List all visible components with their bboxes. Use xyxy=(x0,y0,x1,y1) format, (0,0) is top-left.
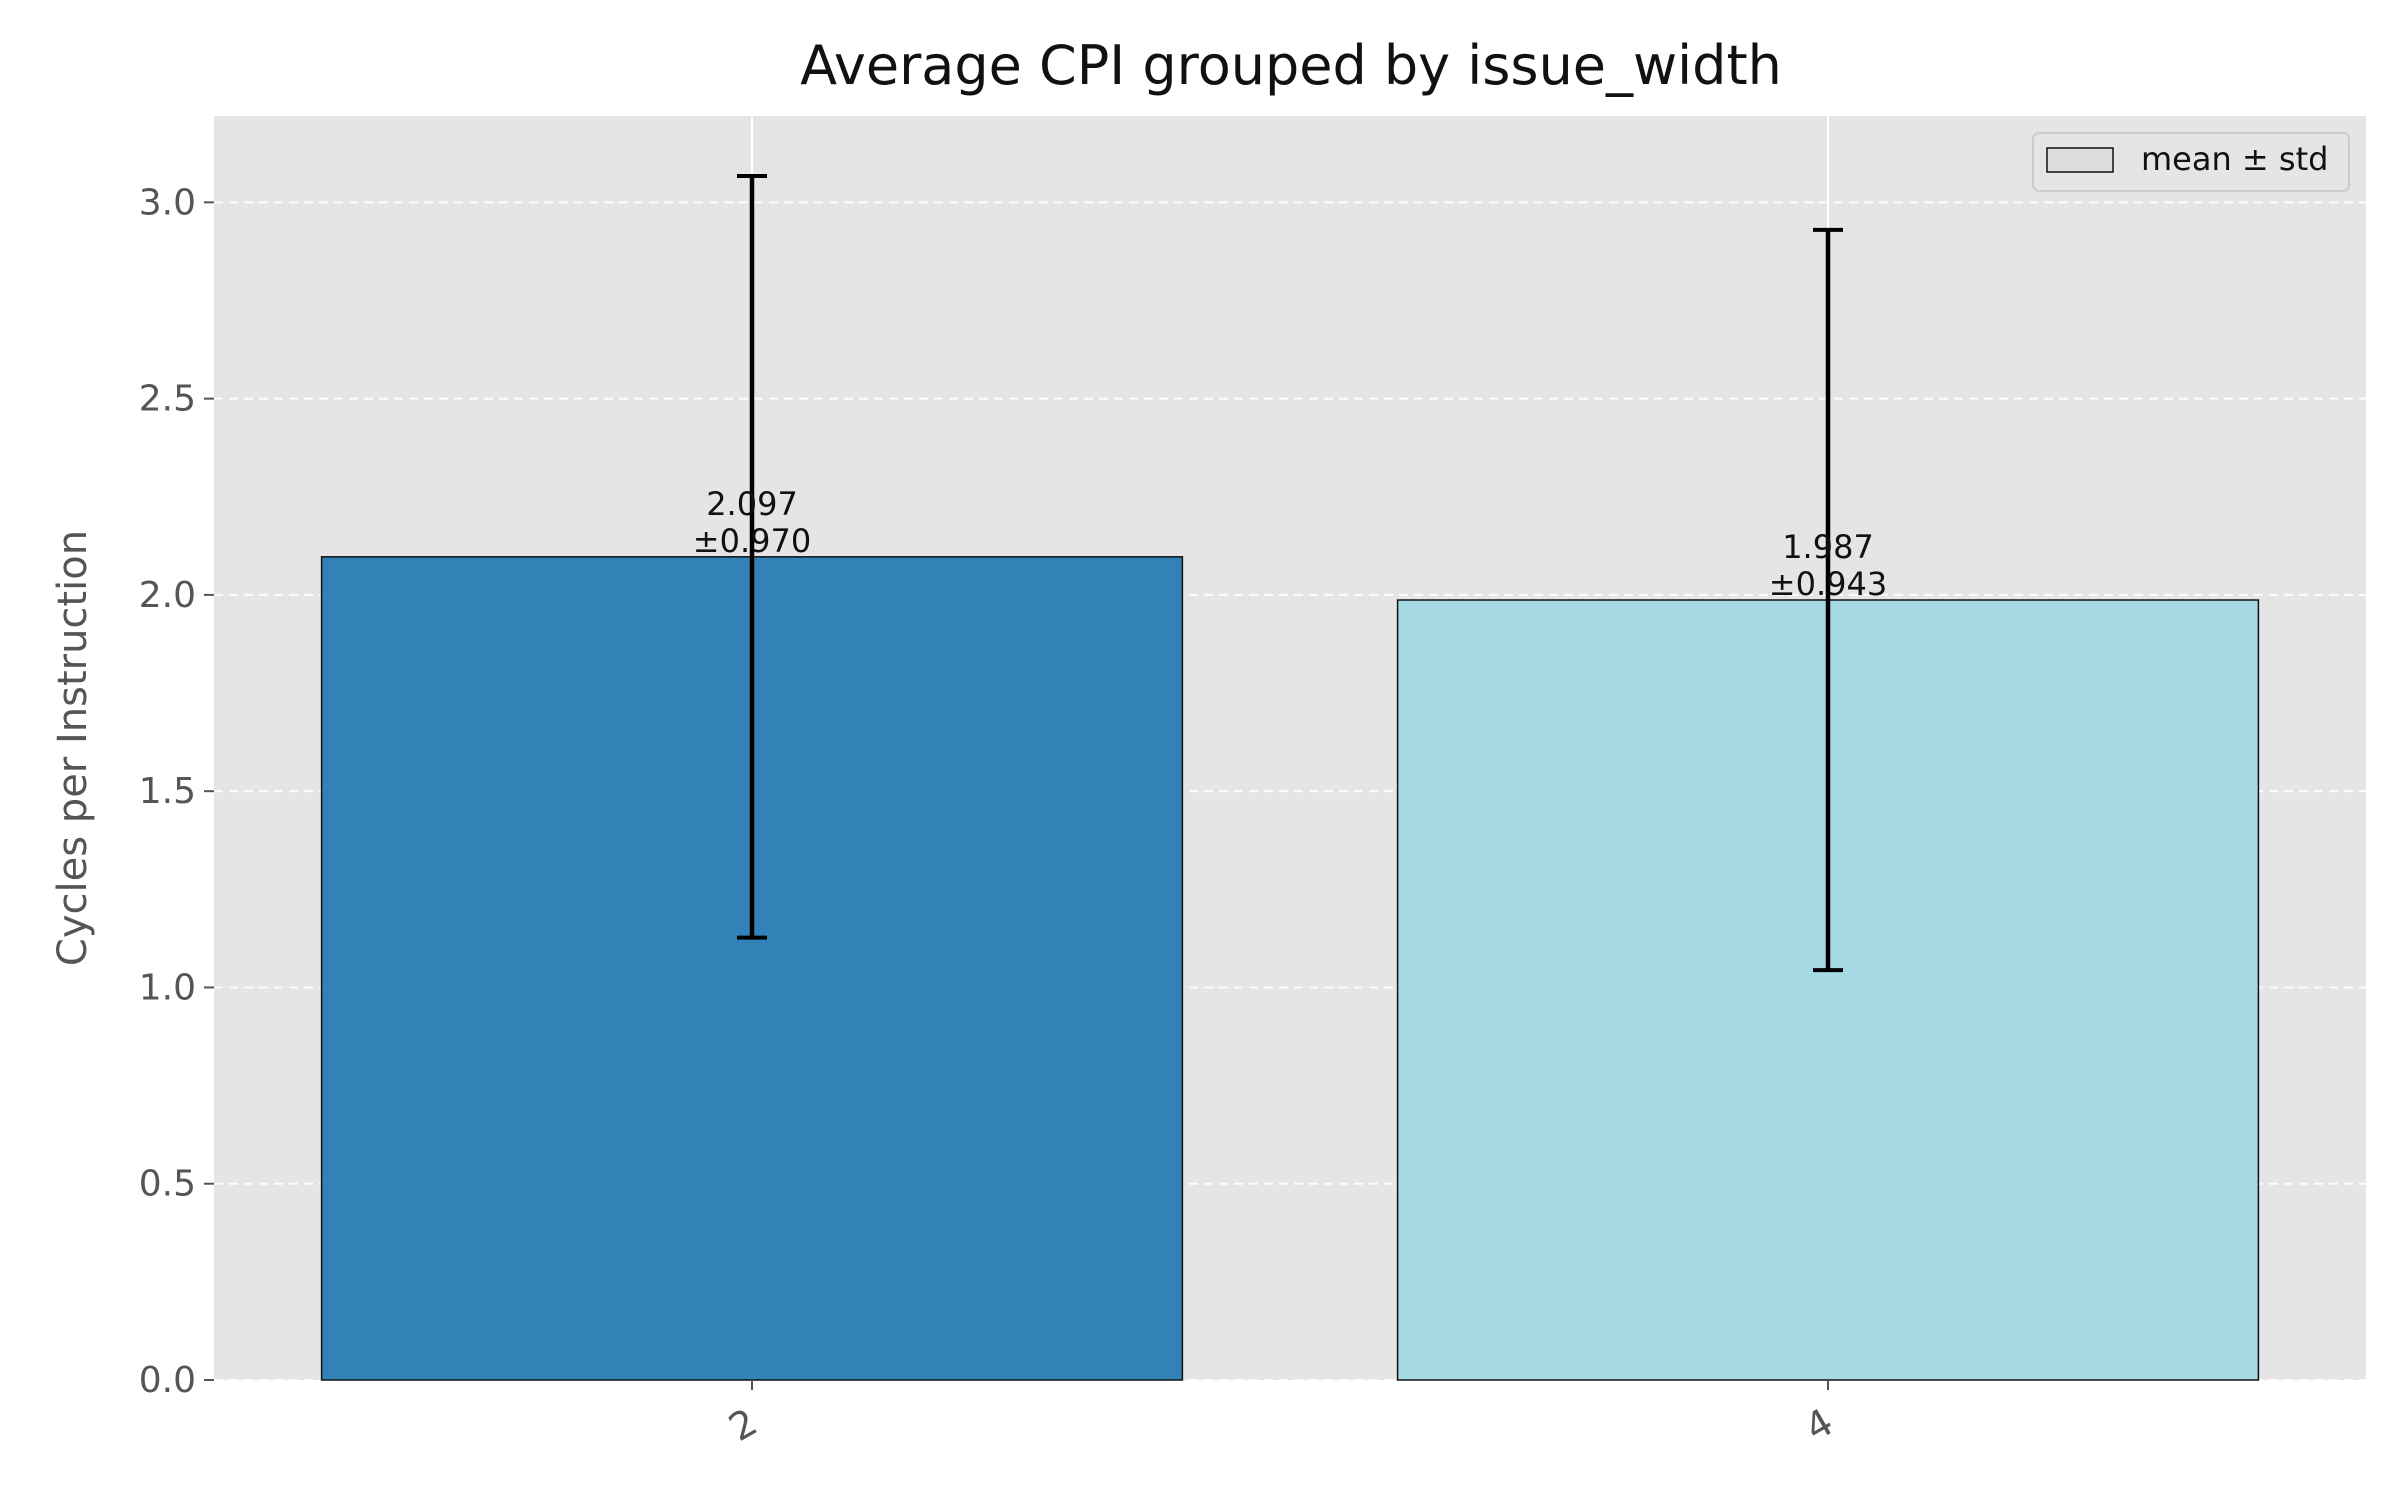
bar-value-labels: 2.097±0.970 1.987±0.943 xyxy=(693,485,1887,603)
y-axis: 0.0 0.5 1.0 1.5 2.0 2.5 3.0 xyxy=(139,182,214,1401)
plot-area: 2.097±0.970 1.987±0.943 xyxy=(214,116,2366,1381)
legend-label: mean ± std xyxy=(2141,140,2328,178)
y-axis-label: Cycles per Instruction xyxy=(50,530,96,966)
y-tick-label: 2.5 xyxy=(139,379,196,420)
bar-value-label: 1.987 xyxy=(1782,528,1874,566)
error-bars xyxy=(737,174,1843,973)
y-tick-label: 3.0 xyxy=(139,182,196,223)
bar-value-label: 2.097 xyxy=(706,485,798,523)
y-tick-label: 2.0 xyxy=(139,575,196,616)
y-tick-label: 0.5 xyxy=(139,1164,196,1205)
y-tick-label: 0.0 xyxy=(139,1360,196,1401)
legend: mean ± std xyxy=(2032,132,2350,192)
bar-series xyxy=(320,556,2260,1381)
y-tick-label: 1.0 xyxy=(139,967,196,1008)
chart-title: Average CPI grouped by issue_width xyxy=(800,34,1782,97)
y-tick-label: 1.5 xyxy=(139,771,196,812)
bar-error-label: ±0.943 xyxy=(1769,565,1887,603)
legend-swatch xyxy=(2046,147,2114,173)
bar-error-label: ±0.970 xyxy=(693,522,811,560)
